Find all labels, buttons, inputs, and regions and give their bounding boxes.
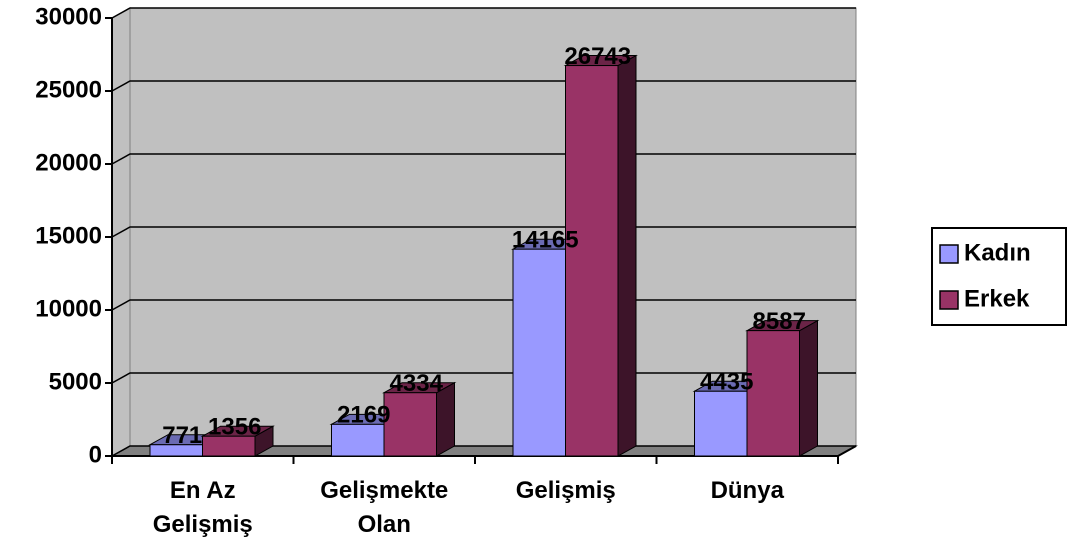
legend-swatch xyxy=(939,244,959,264)
x-tick-label: En Az Gelişmiş xyxy=(152,477,253,538)
y-tick-label: 10000 xyxy=(35,295,102,322)
value-label: 4334 xyxy=(390,370,444,397)
bar-side xyxy=(799,319,818,457)
bar xyxy=(565,65,619,457)
legend-label: Kadın xyxy=(964,239,1031,266)
x-tick-label: Gelişmiş xyxy=(515,477,616,504)
legend-swatch xyxy=(939,290,959,310)
value-label: 26743 xyxy=(564,43,631,70)
value-label: 1356 xyxy=(208,414,261,441)
y-tick-label: 30000 xyxy=(35,3,102,30)
y-tick-label: 20000 xyxy=(35,149,102,176)
x-axis-end xyxy=(837,445,857,457)
value-label: 4435 xyxy=(700,369,753,396)
y-tick-label: 5000 xyxy=(49,368,102,395)
y-tick-label: 0 xyxy=(89,441,102,468)
bar-side xyxy=(617,54,637,457)
bar xyxy=(331,423,385,457)
bar xyxy=(694,390,748,457)
legend-label: Erkek xyxy=(964,285,1030,312)
value-label: 8587 xyxy=(753,308,806,335)
bar xyxy=(383,392,437,457)
value-label: 14165 xyxy=(512,227,579,254)
bar xyxy=(512,248,566,457)
x-tick-label: Gelişmekte Olan xyxy=(320,477,449,538)
value-label: 2169 xyxy=(337,402,390,429)
x-tick-label: Dünya xyxy=(710,477,784,504)
grid-line xyxy=(111,7,856,19)
bar xyxy=(746,330,800,457)
y-tick-label: 25000 xyxy=(35,76,102,103)
value-label: 771 xyxy=(162,422,202,449)
bar xyxy=(202,435,256,457)
y-tick-label: 15000 xyxy=(35,222,102,249)
